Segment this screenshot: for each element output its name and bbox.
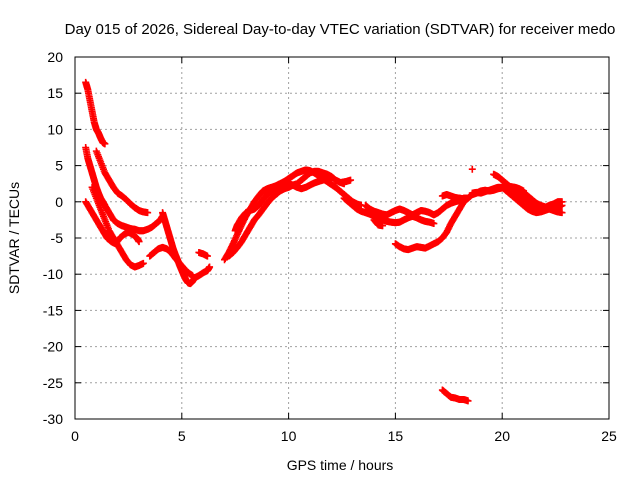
plot-frame (74, 56, 610, 420)
data-point (203, 252, 211, 260)
series-track-13 (338, 176, 355, 186)
data-point (558, 209, 566, 217)
y-tick-label: 0 (55, 194, 63, 210)
data-point (144, 209, 152, 217)
y-tick-label: 20 (47, 49, 63, 65)
data-series (82, 78, 566, 405)
series-track-1 (82, 78, 109, 148)
y-tick-label: 15 (47, 85, 63, 101)
series-track-23 (438, 386, 472, 405)
y-tick-label: -30 (43, 411, 63, 427)
grid (75, 57, 609, 419)
y-tick-label: -25 (43, 375, 63, 391)
data-point (558, 201, 566, 209)
series-track-12 (231, 175, 335, 235)
x-tick-label: 25 (601, 428, 617, 444)
series-track-5 (92, 147, 152, 217)
data-point (464, 397, 472, 405)
series-track-18 (438, 191, 468, 203)
data-point (347, 176, 355, 184)
y-tick-label: -5 (51, 230, 64, 246)
series-track-22 (515, 187, 566, 213)
x-tick-label: 15 (388, 428, 404, 444)
data-point (135, 238, 143, 246)
series-track-9 (195, 248, 211, 260)
chart-title: Day 015 of 2026, Sidereal Day-to-day VTE… (65, 21, 616, 38)
y-tick-label: -20 (43, 339, 63, 355)
series-track-4 (88, 183, 147, 271)
series-track-8 (191, 263, 214, 282)
y-tick-label: 10 (47, 121, 63, 137)
series-track-15 (361, 194, 472, 219)
data-point (430, 220, 438, 228)
data-point (206, 263, 214, 271)
y-tick-label: -10 (43, 266, 63, 282)
data-point (460, 195, 468, 203)
y-tick-label: 5 (55, 158, 63, 174)
data-point (101, 140, 109, 148)
data-point (379, 222, 387, 230)
series-track-16 (370, 216, 387, 230)
ticks: 20 15 10 5 0 -5 -10 -15 -20 -25 -30 0 5 10 15 20 25 (43, 49, 617, 444)
x-tick-label: 0 (71, 428, 79, 444)
y-axis-label: SDTVAR / TECUs (6, 182, 22, 294)
data-point (327, 176, 335, 184)
x-axis-label: GPS time / hours (287, 457, 394, 473)
data-point (468, 165, 476, 173)
series-track-19 (468, 165, 476, 173)
data-point (139, 259, 147, 267)
x-tick-label: 5 (178, 428, 186, 444)
y-tick-label: -15 (43, 302, 63, 318)
x-tick-label: 10 (281, 428, 297, 444)
x-tick-label: 20 (494, 428, 510, 444)
